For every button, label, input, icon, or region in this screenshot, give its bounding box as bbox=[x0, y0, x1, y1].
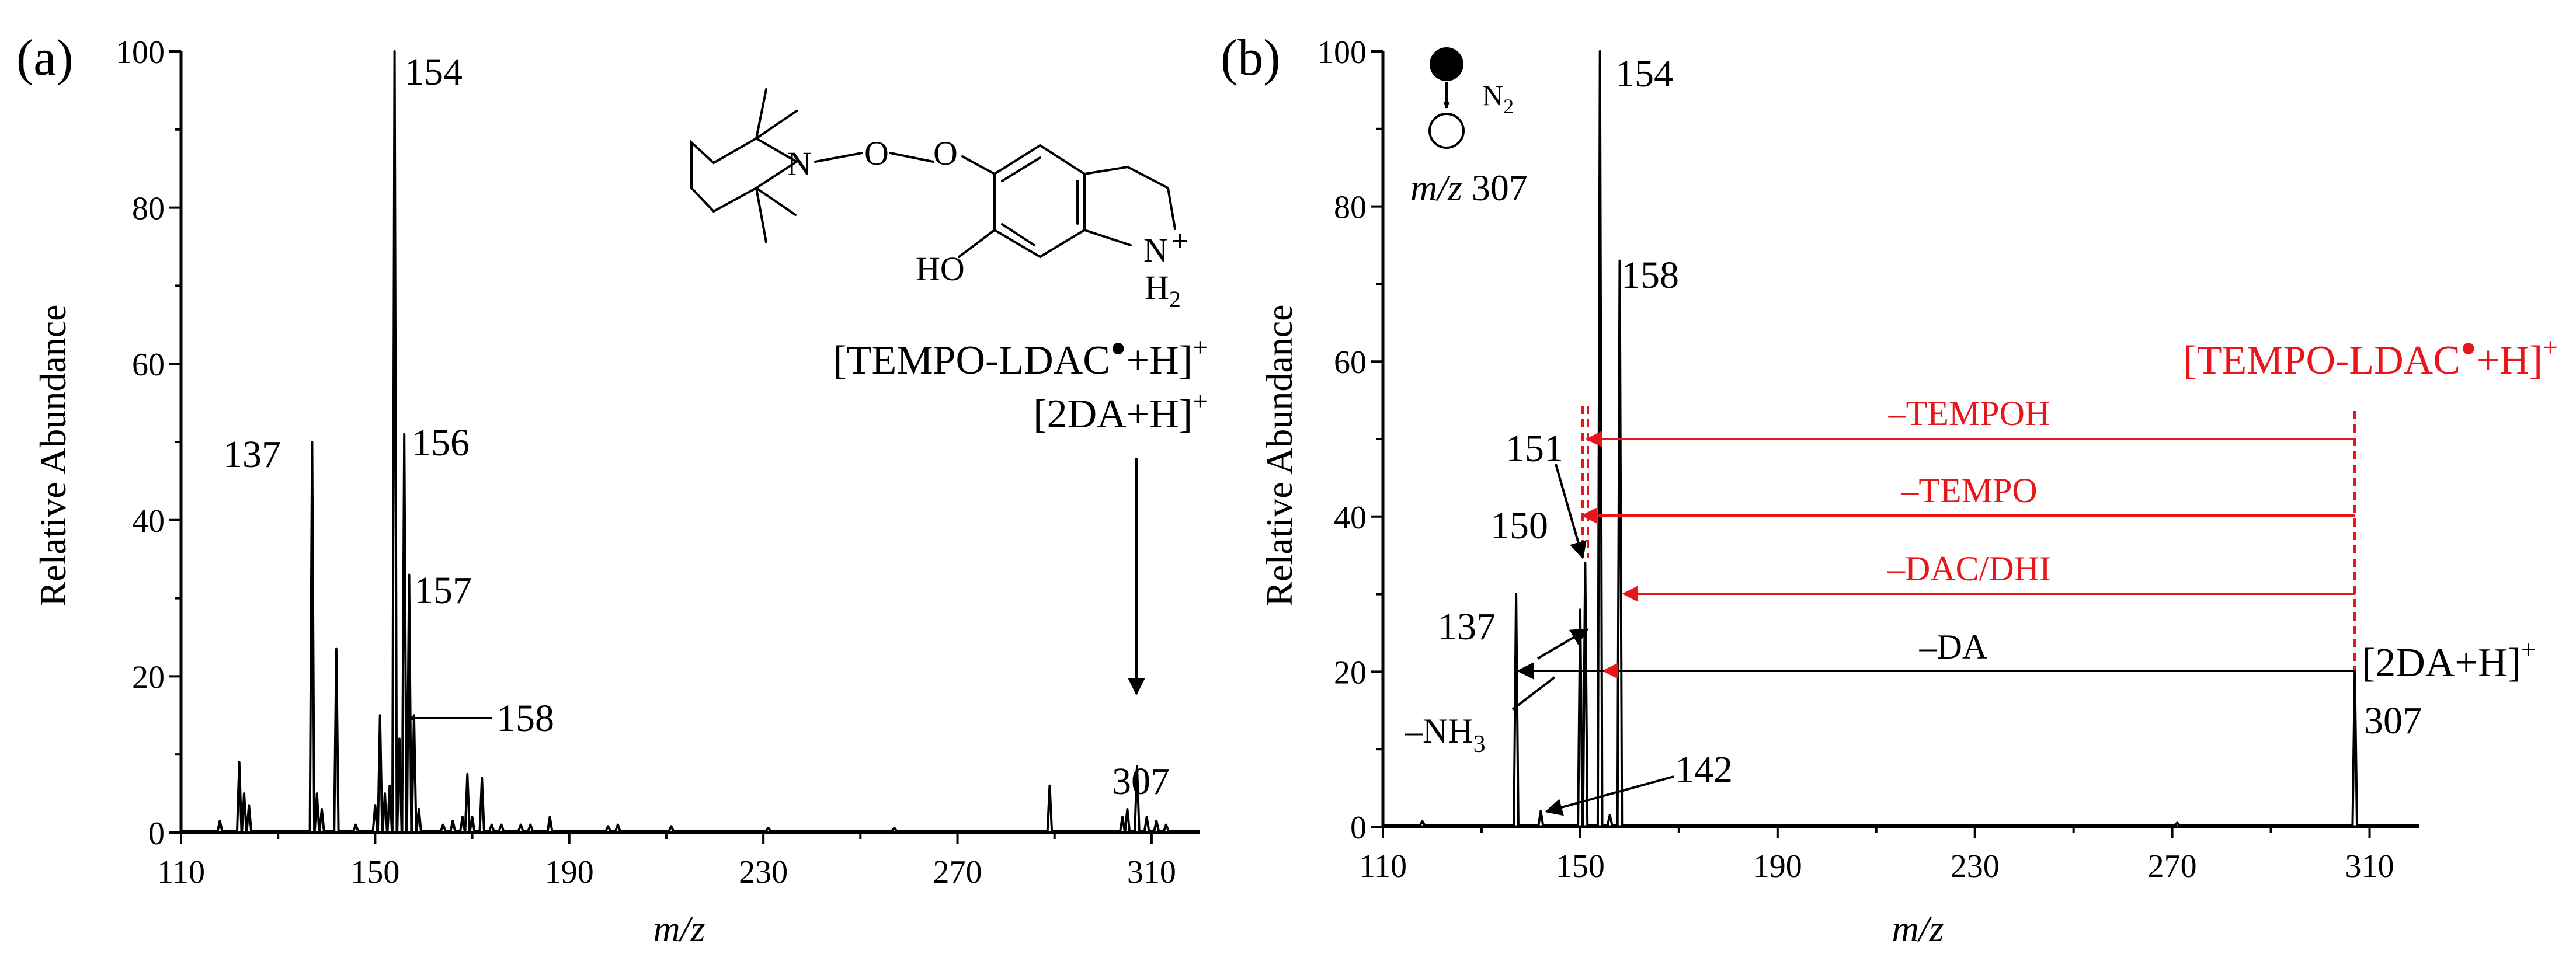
peak-label-151: 151 bbox=[1506, 427, 1563, 470]
peak-label-307: 307 bbox=[2364, 699, 2422, 742]
y-tick-label: 100 bbox=[1317, 34, 1367, 71]
panel-b-x-axis-label: m/z bbox=[1892, 908, 1944, 949]
svg-text:O: O bbox=[933, 134, 958, 172]
peak-label-150: 150 bbox=[1490, 504, 1548, 547]
x-tick-label: 190 bbox=[545, 854, 594, 890]
x-tick-label: 310 bbox=[2345, 848, 2394, 885]
y-tick-label: 80 bbox=[1334, 190, 1367, 226]
panel-a-tag: (a) bbox=[16, 30, 74, 86]
collision-gas-label: N2 bbox=[1482, 79, 1514, 118]
neutral-loss-tempo: –TEMPO bbox=[1581, 471, 2355, 524]
peak-label-154: 154 bbox=[1615, 53, 1673, 95]
precursor-alt-label-a: [2DA+H]+ bbox=[1033, 386, 1208, 437]
y-tick-label: 0 bbox=[1350, 810, 1367, 846]
peak-label-142: 142 bbox=[1675, 748, 1733, 791]
svg-text:N: N bbox=[787, 145, 812, 183]
y-tick-label: 60 bbox=[132, 347, 165, 383]
neutral-loss-nh3: –NH3 bbox=[1405, 676, 1556, 758]
y-tick-label: 20 bbox=[132, 659, 165, 695]
peak-label-137: 137 bbox=[223, 433, 281, 476]
x-tick-label: 270 bbox=[933, 854, 982, 890]
arrow-150 bbox=[1536, 628, 1589, 660]
panel-b-tag: (b) bbox=[1221, 30, 1281, 86]
panel-b-y-axis-label: Relative Abundance bbox=[1259, 304, 1300, 606]
x-tick-label: 270 bbox=[2148, 848, 2197, 885]
y-tick-label: 80 bbox=[132, 191, 165, 227]
peak-label-307: 307 bbox=[1112, 760, 1170, 803]
svg-text:–DAC/DHI: –DAC/DHI bbox=[1887, 549, 2051, 588]
precursor-filled-circle-icon bbox=[1430, 47, 1463, 81]
peak-label-137: 137 bbox=[1438, 605, 1496, 648]
peak-label-157: 157 bbox=[414, 569, 472, 612]
x-tick-label: 230 bbox=[1951, 848, 2000, 885]
svg-text:O: O bbox=[864, 134, 889, 172]
peak-label-158: 158 bbox=[496, 697, 554, 740]
y-tick-label: 40 bbox=[132, 503, 165, 539]
precursor-alt-label-b: [2DA+H]+ bbox=[2362, 635, 2536, 685]
arrow-142 bbox=[1545, 775, 1674, 816]
x-tick-label: 150 bbox=[1556, 848, 1605, 885]
cid-icon: N2 m/z 307 bbox=[1410, 47, 1528, 208]
y-tick-label: 20 bbox=[1334, 654, 1367, 691]
cid-precursor-mz: m/z 307 bbox=[1410, 167, 1528, 208]
neutral-loss-dac-dhi: –DAC/DHI bbox=[1622, 549, 2355, 602]
svg-text:N: N bbox=[1143, 231, 1168, 269]
x-tick-label: 190 bbox=[1753, 848, 1802, 885]
panel-b-ticks: 110 150 190 230 270 310 0 20 40 60 80 100 bbox=[1317, 34, 2394, 885]
svg-text:–TEMPO: –TEMPO bbox=[1900, 471, 2037, 510]
panel-a-y-axis-label: Relative Abundance bbox=[32, 304, 74, 606]
precursor-label-b: [TEMPO-LDAC●+H]+ bbox=[2183, 332, 2558, 383]
svg-text:+: + bbox=[1171, 225, 1189, 258]
peak-label-154: 154 bbox=[405, 51, 463, 93]
arrow-151 bbox=[1555, 464, 1587, 559]
x-tick-label: 150 bbox=[350, 854, 399, 890]
x-tick-label: 230 bbox=[739, 854, 788, 890]
panel-b-spectrum-trace bbox=[1383, 50, 2419, 826]
neutral-loss-tempoh: –TEMPOH bbox=[1586, 394, 2355, 447]
panel-b: (b) 110 150 190 230 270 310 0 20 40 60 80 100 Relat… bbox=[1221, 30, 2558, 949]
structure-labels: N O O HO N + H2 bbox=[787, 134, 1189, 312]
fragment-empty-circle-icon bbox=[1428, 113, 1465, 149]
peak-label-158: 158 bbox=[1621, 254, 1679, 297]
precursor-label-a: [TEMPO-LDAC●+H]+ bbox=[833, 332, 1208, 383]
y-tick-label: 60 bbox=[1334, 344, 1367, 381]
chemical-structure bbox=[690, 88, 1176, 259]
svg-text:HO: HO bbox=[916, 250, 965, 288]
panel-a-ticks: 110 150 190 230 270 310 0 20 40 60 80 100 bbox=[116, 34, 1176, 890]
peak-label-156: 156 bbox=[412, 422, 470, 464]
x-tick-label: 110 bbox=[157, 854, 205, 890]
y-tick-label: 40 bbox=[1334, 500, 1367, 536]
svg-text:–DA: –DA bbox=[1919, 628, 1988, 666]
panel-a: (a) 110 150 190 230 270 310 0 20 40 60 80 100 Relat… bbox=[16, 30, 1208, 949]
y-tick-label: 100 bbox=[116, 34, 165, 71]
panel-a-spectrum-trace bbox=[181, 50, 1200, 832]
svg-text:–NH3: –NH3 bbox=[1405, 712, 1486, 758]
neutral-loss-da: –DA bbox=[1517, 628, 2355, 680]
x-tick-label: 110 bbox=[1359, 848, 1407, 885]
x-tick-label: 310 bbox=[1127, 854, 1176, 890]
svg-text:H2: H2 bbox=[1145, 269, 1181, 312]
panel-a-x-axis-label: m/z bbox=[653, 908, 705, 949]
svg-text:–TEMPOH: –TEMPOH bbox=[1888, 394, 2050, 433]
y-tick-label: 0 bbox=[148, 816, 165, 852]
